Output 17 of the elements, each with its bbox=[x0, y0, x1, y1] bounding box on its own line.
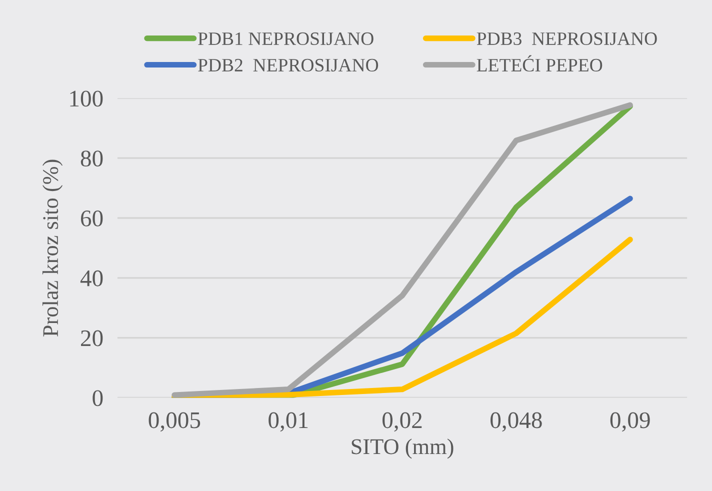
x-tick-label: 0,02 bbox=[382, 412, 422, 432]
legend-label: LETEĆI PEPEO bbox=[476, 55, 602, 72]
y-tick-label: 20 bbox=[81, 330, 103, 346]
x-tick-label: 0,01 bbox=[268, 412, 308, 432]
legend-label: PDB1 NEPROSIJANO bbox=[198, 32, 374, 46]
y-tick-label: 60 bbox=[80, 210, 103, 226]
y-tick-label: 100 bbox=[70, 90, 103, 107]
y-tick-label: 0 bbox=[92, 390, 103, 406]
x-tick-label: 0,005 bbox=[148, 412, 200, 432]
legend-label: PDB2 NEPROSIJANO bbox=[198, 58, 378, 72]
y-tick-label: 80 bbox=[80, 150, 103, 167]
legend-label: PDB3 NEPROSIJANO bbox=[476, 32, 657, 46]
x-tick-label: 0,048 bbox=[490, 412, 542, 432]
y-axis-title: Prolaz kroz sito (%) bbox=[42, 160, 63, 336]
x-tick-label: 0,09 bbox=[610, 412, 650, 432]
x-axis-title: SITO (mm) bbox=[352, 438, 454, 459]
y-tick-label: 40 bbox=[80, 270, 103, 286]
